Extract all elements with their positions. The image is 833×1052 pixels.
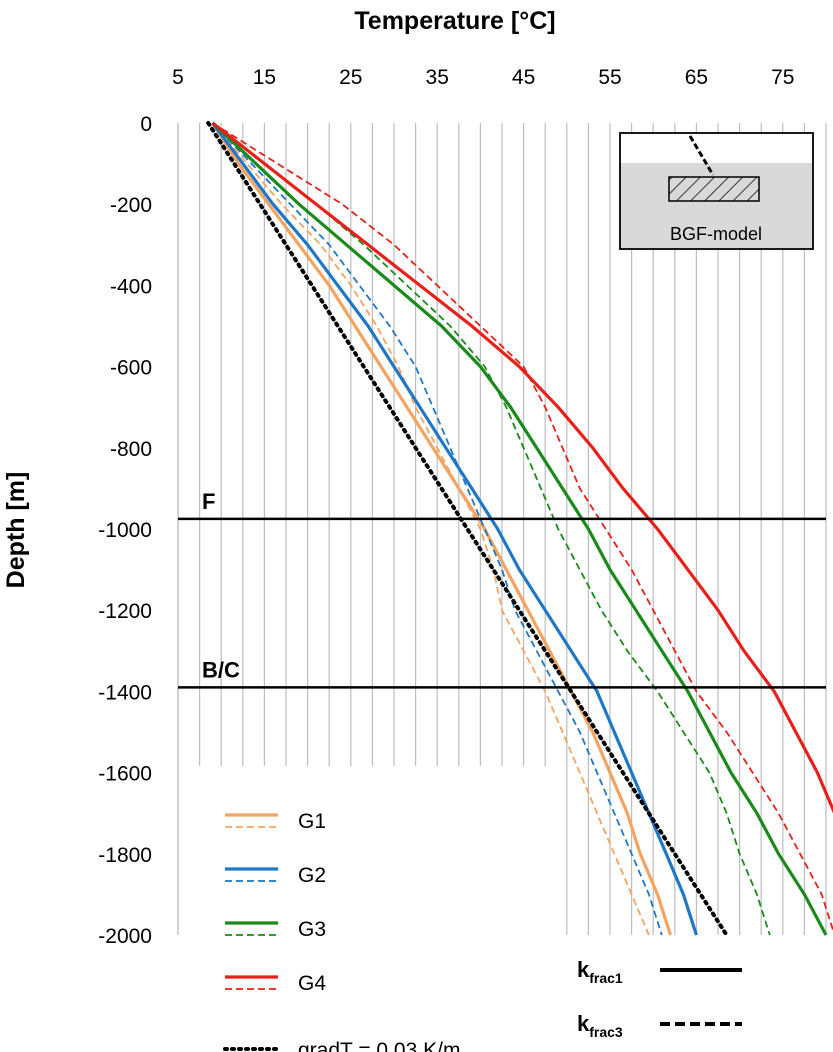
k-legend-subscript: frac1	[589, 970, 623, 986]
data-series	[206, 121, 833, 937]
reference-line-label: B/C	[202, 657, 240, 682]
model-inset: BGF-model	[619, 132, 814, 250]
y-tick-label: -200	[110, 194, 152, 217]
series-line	[211, 121, 828, 936]
series-line	[212, 122, 771, 936]
x-tick-label: 55	[598, 66, 621, 89]
y-tick-label: -2000	[98, 925, 152, 948]
legend-label: gradT = 0.03 K/m	[298, 1039, 460, 1052]
x-tick-label: 65	[685, 66, 708, 89]
k-legend-box	[545, 938, 805, 1048]
legend-label: G2	[298, 864, 326, 887]
x-tick-label: 75	[771, 66, 794, 89]
x-tick-label: 35	[426, 66, 449, 89]
legend-label: G1	[298, 810, 326, 833]
k-legend-subscript: frac3	[589, 1024, 623, 1040]
series-line	[212, 122, 833, 933]
series-legend: G1 G2 G3 G4 gradT = 0.03 K/m	[223, 810, 460, 1052]
y-tick-label: -800	[110, 438, 152, 461]
y-tick-label: -1600	[98, 763, 152, 786]
y-axis-title: Depth [m]	[2, 472, 30, 589]
reference-lines: F B/C	[178, 489, 826, 689]
series-line	[211, 121, 833, 814]
x-axis-title: Temperature [°C]	[354, 7, 555, 35]
y-tick-label: -1800	[98, 844, 152, 867]
y-tick-label: -600	[110, 357, 152, 380]
inset-label: BGF-model	[670, 224, 762, 244]
reference-line-label: F	[202, 489, 215, 514]
legend-label: G4	[298, 972, 326, 995]
x-tick-label: 45	[512, 66, 535, 89]
x-tick-label: 25	[339, 66, 362, 89]
y-tick-label: -400	[110, 275, 152, 298]
series-line	[211, 122, 663, 936]
inset-fault	[688, 135, 715, 176]
x-tick-label: 15	[253, 66, 276, 89]
inset-reservoir	[668, 176, 760, 202]
legend-box	[180, 766, 550, 946]
y-tick-label: -1200	[98, 600, 152, 623]
series-line	[211, 122, 673, 936]
legend-label: G3	[298, 918, 326, 941]
axis-ticks: 5 15 25 35 45 55 65 75 0 -200 -400 -600 -800 -1000 -12…	[98, 66, 794, 948]
series-line	[211, 122, 650, 936]
y-tick-label: 0	[140, 113, 152, 136]
legend-background	[180, 766, 805, 1048]
y-tick-label: -1400	[98, 681, 152, 704]
series-line	[211, 122, 698, 936]
y-tick-label: -1000	[98, 519, 152, 542]
series-line	[206, 121, 729, 937]
x-tick-label: 5	[172, 66, 184, 89]
